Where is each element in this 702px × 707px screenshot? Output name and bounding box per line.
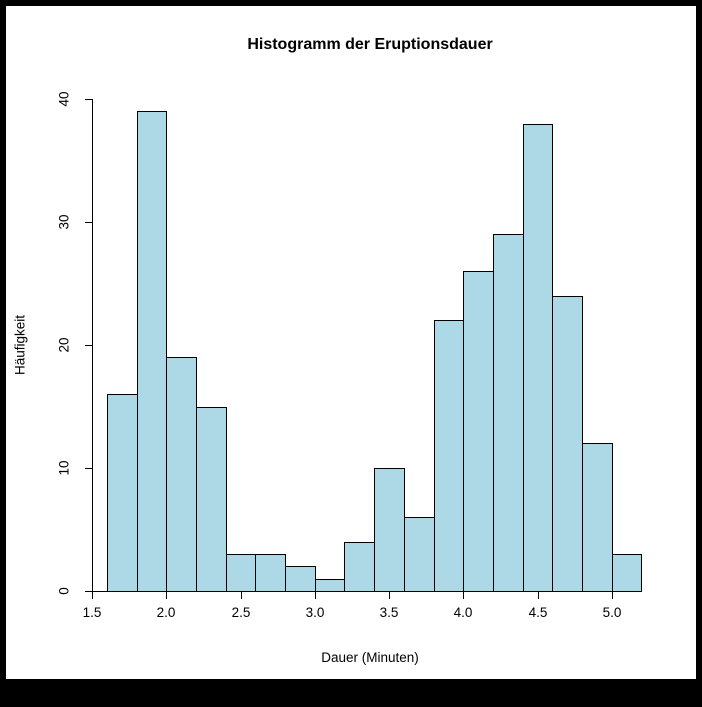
histogram-bar: [493, 234, 524, 592]
y-tick-label: 40: [56, 91, 72, 107]
x-tick-label: 3.5: [379, 605, 399, 620]
histogram-bar: [107, 394, 138, 592]
y-axis-line: [92, 99, 93, 592]
x-tick-label: 4.0: [453, 605, 473, 620]
x-axis-tick: [538, 592, 539, 599]
y-axis-tick: [85, 468, 92, 469]
y-axis-tick: [85, 99, 92, 100]
histogram-bar: [374, 468, 405, 592]
plot-area: 1.5 2.0 2.5 3.0 3.5 4.0 4.5 5.0 0 10 20 30 40: [6, 6, 696, 679]
x-axis-tick: [241, 592, 242, 599]
histogram-bar: [582, 443, 613, 592]
x-axis-tick: [463, 592, 464, 599]
histogram-bar: [344, 542, 375, 592]
histogram-bar: [434, 320, 464, 592]
x-tick-label: 4.5: [528, 605, 548, 620]
histogram-bar: [463, 271, 494, 592]
histogram-bar: [137, 111, 167, 592]
histogram-bar: [226, 554, 256, 592]
y-tick-label: 0: [56, 587, 72, 595]
x-tick-label: 5.0: [602, 605, 622, 620]
histogram-bar: [612, 554, 642, 592]
histogram-bar: [404, 517, 435, 592]
histogram-bar: [196, 407, 227, 592]
x-axis-tick: [389, 592, 390, 599]
plot-canvas: Histogramm der Eruptionsdauer 1.5 2.0 2.5 3…: [6, 6, 696, 679]
x-axis-tick: [315, 592, 316, 599]
x-axis-tick: [612, 592, 613, 599]
x-axis-tick: [92, 592, 93, 599]
histogram-bar: [285, 566, 316, 592]
y-tick-label: 30: [56, 214, 72, 230]
histogram-bar: [523, 124, 553, 592]
x-axis-label: Dauer (Minuten): [321, 650, 419, 665]
histogram-bar: [166, 357, 197, 592]
y-tick-label: 10: [56, 460, 72, 476]
y-axis-tick: [85, 591, 92, 592]
y-axis-tick: [85, 345, 92, 346]
y-axis-tick: [85, 222, 92, 223]
x-tick-label: 2.5: [231, 605, 251, 620]
x-tick-label: 2.0: [156, 605, 176, 620]
x-axis-tick: [166, 592, 167, 599]
y-tick-label: 20: [56, 337, 72, 353]
x-tick-label: 1.5: [82, 605, 102, 620]
x-axis-line: [92, 591, 613, 592]
histogram-bar: [552, 296, 583, 592]
histogram-bar: [255, 554, 286, 592]
chart-title: Histogramm der Eruptionsdauer: [247, 36, 493, 53]
x-tick-label: 3.0: [305, 605, 325, 620]
y-axis-label: Häufigkeit: [12, 314, 28, 376]
